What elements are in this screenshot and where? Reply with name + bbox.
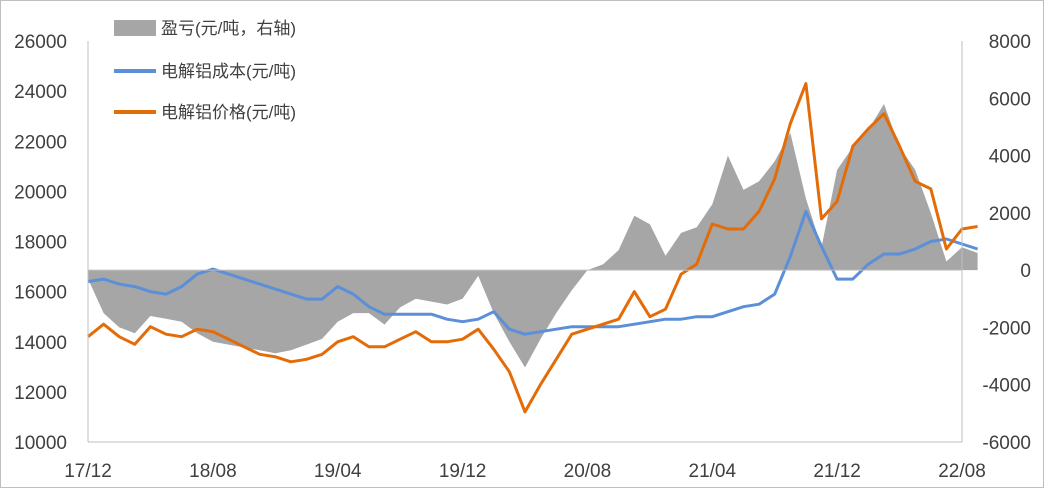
x-tick-label: 18/08 xyxy=(189,461,237,482)
x-tick-label: 21/12 xyxy=(813,461,861,482)
legend-label-price: 电解铝价格(元/吨) xyxy=(161,103,296,122)
x-tick-label: 22/08 xyxy=(938,461,986,482)
y-right-tick-label: 6000 xyxy=(989,89,1031,110)
y-right-tick-label: 4000 xyxy=(989,147,1031,168)
y-left-tick-label: 22000 xyxy=(14,132,67,153)
y-left-tick-label: 14000 xyxy=(14,333,67,354)
y-left-tick-label: 26000 xyxy=(14,32,67,53)
y-left-tick-label: 18000 xyxy=(14,233,67,254)
y-right-tick-label: 2000 xyxy=(989,204,1031,225)
y-right-tick-label: 8000 xyxy=(989,32,1031,53)
legend-label-cost: 电解铝成本(元/吨) xyxy=(161,62,296,81)
profit-area xyxy=(88,104,978,368)
y-right-tick-label: 0 xyxy=(1020,261,1031,282)
y-right-tick-label: -4000 xyxy=(982,376,1031,397)
y-left-tick-label: 24000 xyxy=(14,82,67,103)
legend: 盈亏(元/吨，右轴) 电解铝成本(元/吨) 电解铝价格(元/吨) xyxy=(114,19,296,122)
y-left-tick-label: 16000 xyxy=(14,283,67,304)
y-left-tick-label: 12000 xyxy=(14,383,67,404)
x-tick-label: 19/12 xyxy=(439,461,487,482)
y-right-tick-label: -6000 xyxy=(982,433,1031,454)
x-tick-label: 20/08 xyxy=(564,461,612,482)
x-tick-label: 21/04 xyxy=(689,461,737,482)
y-right-tick-label: -2000 xyxy=(982,318,1031,339)
y-left-tick-label: 20000 xyxy=(14,182,67,203)
x-tick-label: 17/12 xyxy=(64,461,112,482)
legend-swatch-profit xyxy=(114,20,156,36)
x-tick-label: 19/04 xyxy=(314,461,362,482)
legend-label-profit: 盈亏(元/吨，右轴) xyxy=(161,19,296,38)
y-left-tick-label: 10000 xyxy=(14,433,67,454)
profit-area-layer xyxy=(88,104,978,368)
